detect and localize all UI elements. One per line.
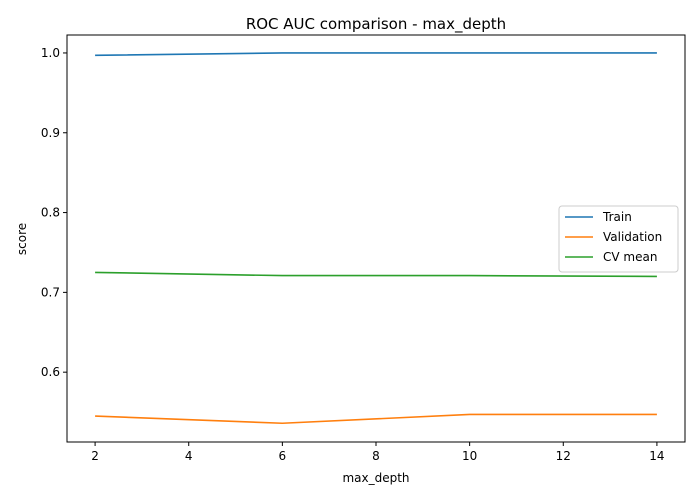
x-tick-label: 8 — [372, 449, 380, 463]
x-tick-label: 14 — [649, 449, 664, 463]
x-tick-label: 6 — [279, 449, 287, 463]
x-tick-label: 10 — [462, 449, 477, 463]
y-tick-label: 0.6 — [41, 365, 60, 379]
y-axis: 0.6 0.7 0.8 0.9 1.0 — [41, 46, 67, 379]
legend-label: Train — [602, 210, 632, 224]
series-line-train — [95, 52, 657, 57]
chart-title: ROC AUC comparison - max_depth — [246, 15, 506, 34]
x-axis: 2 4 6 8 10 12 14 — [91, 442, 665, 463]
legend-box — [558, 205, 679, 273]
y-tick-label: 0.8 — [41, 206, 60, 220]
legend-label: Validation — [603, 230, 662, 244]
y-axis-label: score — [15, 223, 29, 255]
x-tick-label: 12 — [556, 449, 571, 463]
y-tick-label: 1.0 — [41, 46, 60, 60]
x-tick-label: 2 — [91, 449, 99, 463]
series-line-cv-mean — [95, 271, 657, 278]
legend: Train Validation CV mean — [558, 205, 679, 273]
y-tick-label: 0.7 — [41, 285, 60, 299]
y-tick-label: 0.9 — [41, 126, 60, 140]
series-line-validation — [95, 413, 657, 425]
legend-label: CV mean — [603, 250, 657, 264]
plot-series — [95, 52, 657, 425]
x-axis-label: max_depth — [342, 471, 409, 485]
x-tick-label: 4 — [185, 449, 193, 463]
